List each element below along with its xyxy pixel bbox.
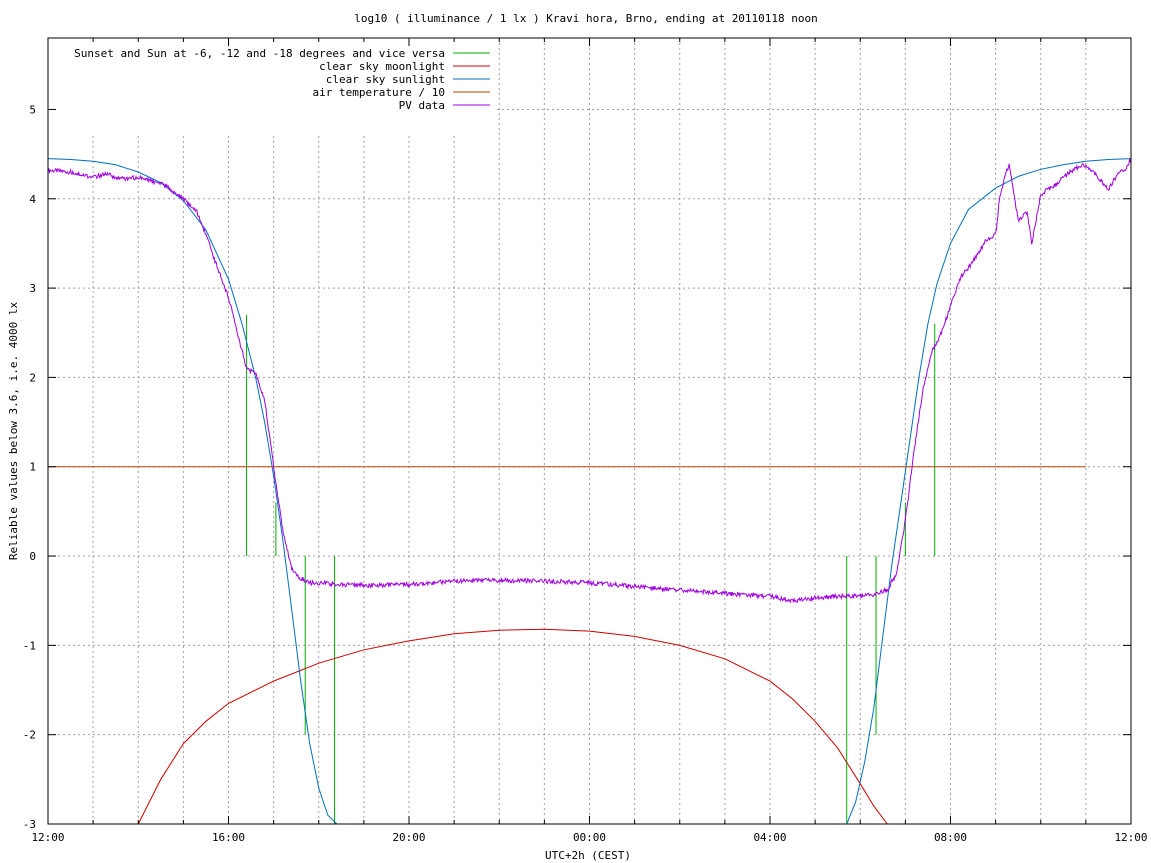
grid (48, 38, 1131, 824)
y-axis-label: Reliable values below 3.6, i.e. 4000 lx (7, 301, 20, 560)
y-tick-label: -2 (23, 729, 36, 742)
x-tick-label: 16:00 (212, 831, 245, 844)
y-tick-label: -1 (23, 639, 36, 652)
x-tick-label: 12:00 (31, 831, 64, 844)
chart-title: log10 ( illuminance / 1 lx ) Kravi hora,… (354, 12, 818, 25)
legend-label: clear sky moonlight (319, 60, 445, 73)
legend: Sunset and Sun at -6, -12 and -18 degree… (74, 47, 490, 112)
y-tick-label: -3 (23, 818, 36, 831)
y-tick-label: 1 (29, 461, 36, 474)
y-tick-label: 0 (29, 550, 36, 563)
x-tick-label: 20:00 (392, 831, 425, 844)
x-tick-label: 04:00 (753, 831, 786, 844)
x-tick-label: 00:00 (573, 831, 606, 844)
y-tick-label: 2 (29, 371, 36, 384)
y-tick-label: 3 (29, 282, 36, 295)
x-axis-label: UTC+2h (CEST) (545, 849, 631, 862)
legend-label: clear sky sunlight (326, 73, 445, 86)
y-tick-label: 4 (29, 193, 36, 206)
x-tick-label: 08:00 (934, 831, 967, 844)
legend-label: Sunset and Sun at -6, -12 and -18 degree… (74, 47, 445, 60)
pv-data-line (47, 157, 1132, 604)
legend-label: PV data (399, 99, 445, 112)
plot-frame (47, 37, 1132, 825)
clear-sky-moonlight-line (137, 628, 888, 825)
y-tick-label: 5 (29, 103, 36, 116)
axis-ticks: -3 -2 -1 0 1 2 3 4 5 12:00 16:00 20:00 00:00 04:00 08:… (23, 38, 1148, 844)
legend-label: air temperature / 10 (313, 86, 445, 99)
x-tick-label: 12:00 (1114, 831, 1147, 844)
